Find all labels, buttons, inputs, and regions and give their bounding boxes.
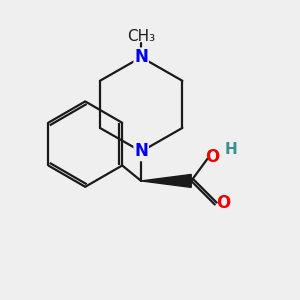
Text: CH₃: CH₃: [127, 29, 155, 44]
Text: H: H: [225, 142, 237, 158]
Text: O: O: [205, 148, 219, 166]
Text: N: N: [134, 48, 148, 66]
Text: N: N: [134, 142, 148, 160]
Polygon shape: [141, 174, 191, 188]
Text: O: O: [216, 194, 230, 212]
